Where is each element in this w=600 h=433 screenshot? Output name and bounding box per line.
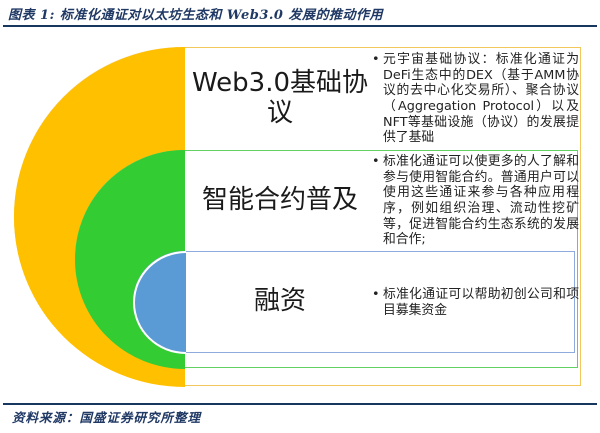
ring-financing xyxy=(132,250,575,354)
bullet-marker: • xyxy=(372,286,380,302)
bullet-text: 元宇宙基础协议：标准化通证为DeFi生态中的DEX（基于AMM协议的去中心化交易… xyxy=(383,52,579,146)
bullet-text: 标准化通证可以使更多的人了解和参与使用智能合约。普通用户可以使用这些通证来参与各… xyxy=(383,154,579,248)
figure-title: 图表 1: 标准化通证对以太坊生态和 Web3.0 发展的推动作用 xyxy=(8,8,383,23)
bullet-marker: • xyxy=(372,52,380,68)
bullet-text: 标准化通证可以帮助初创公司和项目募集资金 xyxy=(383,286,579,318)
top-rule xyxy=(3,25,597,27)
source-attribution: 资料来源：国盛证券研究所整理 xyxy=(12,410,202,425)
bullet-item: • 元宇宙基础协议：标准化通证为DeFi生态中的DEX（基于AMM协议的去中心化… xyxy=(372,52,579,146)
bullet-item: • 标准化通证可以使更多的人了解和参与使用智能合约。普通用户可以使用这些通证来参… xyxy=(372,154,579,248)
bullet-block-financing: • 标准化通证可以帮助初创公司和项目募集资金 xyxy=(372,253,579,352)
bottom-rule xyxy=(3,403,597,405)
bullet-marker: • xyxy=(372,154,380,170)
ring-label-web3-protocols: Web3.0基础协议 xyxy=(191,67,369,128)
bullet-block-web3-protocols: • 元宇宙基础协议：标准化通证为DeFi生态中的DEX（基于AMM协议的去中心化… xyxy=(372,49,579,149)
ring-label-financing: 融资 xyxy=(253,286,306,317)
bullet-block-smart-contracts: • 标准化通证可以使更多的人了解和参与使用智能合约。普通用户可以使用这些通证来参… xyxy=(372,152,579,250)
ring-label-smart-contracts: 智能合约普及 xyxy=(201,184,358,215)
bullet-item: • 标准化通证可以帮助初创公司和项目募集资金 xyxy=(372,287,579,318)
